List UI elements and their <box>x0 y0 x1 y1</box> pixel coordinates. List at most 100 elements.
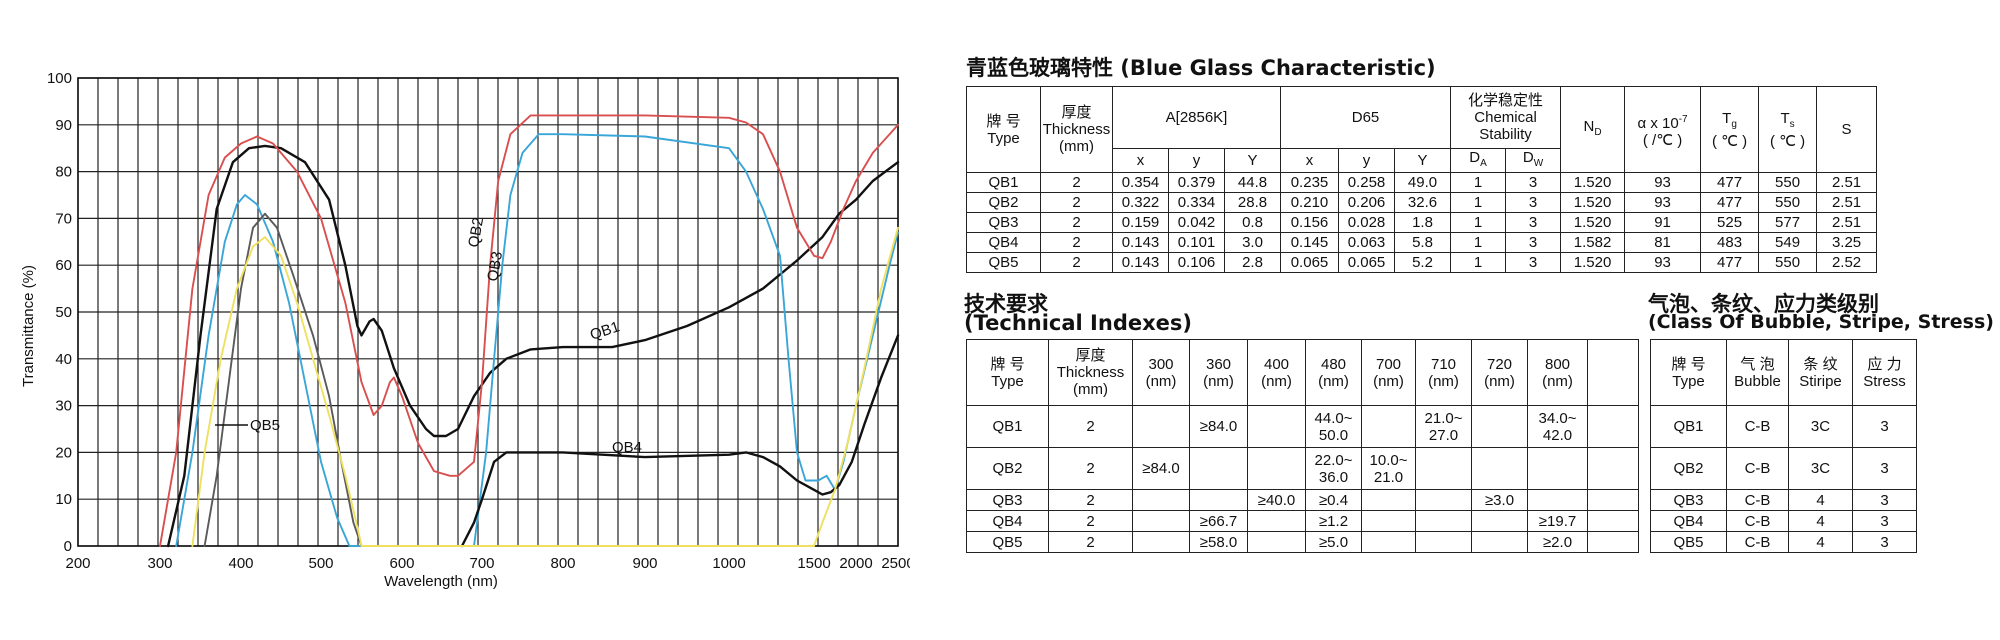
blue-glass-cell-text: QB4 <box>988 234 1019 251</box>
technical-cell <box>1361 531 1416 553</box>
technical-cell <box>1132 405 1190 448</box>
technical-cell <box>1361 510 1416 532</box>
blue-glass-cell-text: 1 <box>1473 194 1483 211</box>
header-d-Y: Y <box>1393 148 1452 173</box>
technical-header-360-text: 360 (nm) <box>1203 355 1234 390</box>
bubble-header-stress-text: 应 力 Stress <box>1863 355 1906 390</box>
y-tick-label: 10 <box>55 491 72 508</box>
blue-glass-cell: 1 <box>1450 252 1507 273</box>
bubble-row: QB4 C-B 4 3 <box>1650 510 1917 532</box>
header-nd-sub: D <box>1594 127 1602 138</box>
technical-cell: QB4 <box>966 510 1049 532</box>
header-tg-main: T <box>1722 109 1732 127</box>
blue-glass-cell: 0.063 <box>1338 232 1395 253</box>
bubble-cell-text: 4 <box>1816 512 1825 530</box>
blue-glass-cell-text: 1.520 <box>1573 214 1612 231</box>
technical-cell <box>1415 447 1472 490</box>
blue-glass-cell-text: QB1 <box>988 174 1019 191</box>
blue-glass-cell-text: 3.25 <box>1831 234 1862 251</box>
blue-glass-cell-text: 0.322 <box>1121 194 1160 211</box>
x-tick-label: 1000 <box>712 555 745 572</box>
y-tick-label: 60 <box>55 257 72 274</box>
bubble-cell: C-B <box>1726 405 1789 448</box>
blue-glass-cell-text: 550 <box>1775 254 1801 271</box>
blue-glass-cell-text: 1 <box>1473 214 1483 231</box>
blue-glass-cell-text: QB5 <box>988 254 1019 271</box>
technical-header-400: 400 (nm) <box>1247 339 1306 406</box>
header-ts-sub: s <box>1789 118 1795 130</box>
blue-glass-cell-text: 81 <box>1654 234 1671 251</box>
technical-header-300: 300 (nm) <box>1132 339 1190 406</box>
x-tick-label: 900 <box>632 555 657 572</box>
blue-glass-cell-text: 28.8 <box>1237 194 1268 211</box>
blue-glass-cell-text: 0.210 <box>1290 194 1329 211</box>
bubble-header-type: 牌 号 Type <box>1650 339 1727 406</box>
blue-glass-cell-text: 44.8 <box>1237 174 1268 191</box>
header-da: DA <box>1450 148 1507 173</box>
bubble-cell-text: QB3 <box>1673 491 1704 509</box>
y-tick-label: 90 <box>55 117 72 134</box>
blue-glass-cell: 3 <box>1505 232 1562 253</box>
bubble-cell-text: QB1 <box>1673 418 1704 435</box>
header-dw-sub: W <box>1533 158 1544 169</box>
blue-glass-cell: 550 <box>1758 192 1818 213</box>
bubble-row: QB3 C-B 4 3 <box>1650 489 1917 511</box>
label-qb5: QB5 <box>250 417 280 434</box>
blue-glass-cell: 2.8 <box>1224 252 1281 273</box>
technical-header-thickness-text: 厚度 Thickness (mm) <box>1056 347 1125 398</box>
blue-glass-cell-text: 2.52 <box>1831 254 1862 271</box>
blue-glass-cell-text: QB3 <box>988 214 1019 231</box>
header-thickness: 厚度 Thickness (mm) <box>1040 86 1113 173</box>
blue-glass-cell-text: 549 <box>1775 234 1801 251</box>
technical-rows: QB1 2 ≥84.0 44.0~ 50.0 21.0~ 27.0 34.0~ 42.0 Q… <box>966 405 1639 553</box>
blue-glass-row: QB3 2 0.159 0.042 0.8 0.156 0.028 1.8 1 3 1.520 91 5… <box>966 212 1878 233</box>
technical-cell-text: ≥3.0 <box>1484 491 1515 509</box>
technical-cell: ≥1.2 <box>1305 510 1362 532</box>
bubble-cell-text: 3 <box>1880 512 1889 530</box>
technical-title-en: (Technical Indexes) <box>964 311 1192 335</box>
technical-cell-text: ≥58.0 <box>1199 533 1238 551</box>
header-s: S <box>1816 86 1878 173</box>
header-da-main: D <box>1469 149 1481 167</box>
technical-cell <box>1587 510 1639 532</box>
technical-cell <box>1415 531 1472 553</box>
technical-cell <box>1132 531 1190 553</box>
blue-glass-cell: 0.206 <box>1338 192 1395 213</box>
blue-glass-cell: 5.8 <box>1393 232 1452 253</box>
technical-cell-text: 2 <box>1086 491 1095 509</box>
blue-glass-cell-text: 1.520 <box>1573 254 1612 271</box>
blue-glass-cell: QB1 <box>966 172 1041 193</box>
technical-cell-text: QB4 <box>992 512 1023 530</box>
blue-glass-cell: 0.065 <box>1338 252 1395 273</box>
technical-header-720: 720 (nm) <box>1471 339 1528 406</box>
technical-row: QB3 2 ≥40.0 ≥0.4 ≥3.0 <box>966 489 1639 511</box>
bubble-cell: 3C <box>1788 405 1853 448</box>
blue-glass-cell: 3.0 <box>1224 232 1281 253</box>
header-row-2: x y Y x y Y DA DW <box>967 148 1877 173</box>
blue-glass-cell: 2 <box>1040 252 1113 273</box>
blue-glass-cell: 483 <box>1700 232 1760 253</box>
technical-header-700-text: 700 (nm) <box>1373 355 1404 390</box>
bubble-cell: QB1 <box>1650 405 1727 448</box>
technical-cell-text: ≥0.4 <box>1318 491 1349 509</box>
blue-glass-cell-text: 32.6 <box>1407 194 1438 211</box>
x-tick-label: 500 <box>308 555 333 572</box>
x-tick-label: 700 <box>469 555 494 572</box>
blue-glass-cell-text: 0.063 <box>1347 234 1386 251</box>
blue-glass-cell: 3.25 <box>1816 232 1878 253</box>
blue-glass-cell-text: 0.106 <box>1177 254 1216 271</box>
blue-glass-cell-text: 2.8 <box>1242 254 1263 271</box>
blue-glass-cell: 1.520 <box>1560 252 1626 273</box>
header-type-cn: 牌 号 <box>986 112 1021 130</box>
blue-glass-cell: 477 <box>1700 192 1760 213</box>
technical-cell <box>1361 489 1416 511</box>
technical-cell-text: QB2 <box>992 460 1023 477</box>
technical-header-800-text: 800 (nm) <box>1542 355 1573 390</box>
blue-glass-cell: 0.322 <box>1112 192 1169 213</box>
bubble-cell-text: QB2 <box>1673 460 1704 477</box>
blue-glass-cell-text: QB2 <box>988 194 1019 211</box>
bubble-cell: C-B <box>1726 531 1789 553</box>
blue-glass-cell: 0.210 <box>1280 192 1339 213</box>
technical-cell-text: ≥19.7 <box>1538 512 1577 530</box>
technical-cell: ≥19.7 <box>1527 510 1588 532</box>
